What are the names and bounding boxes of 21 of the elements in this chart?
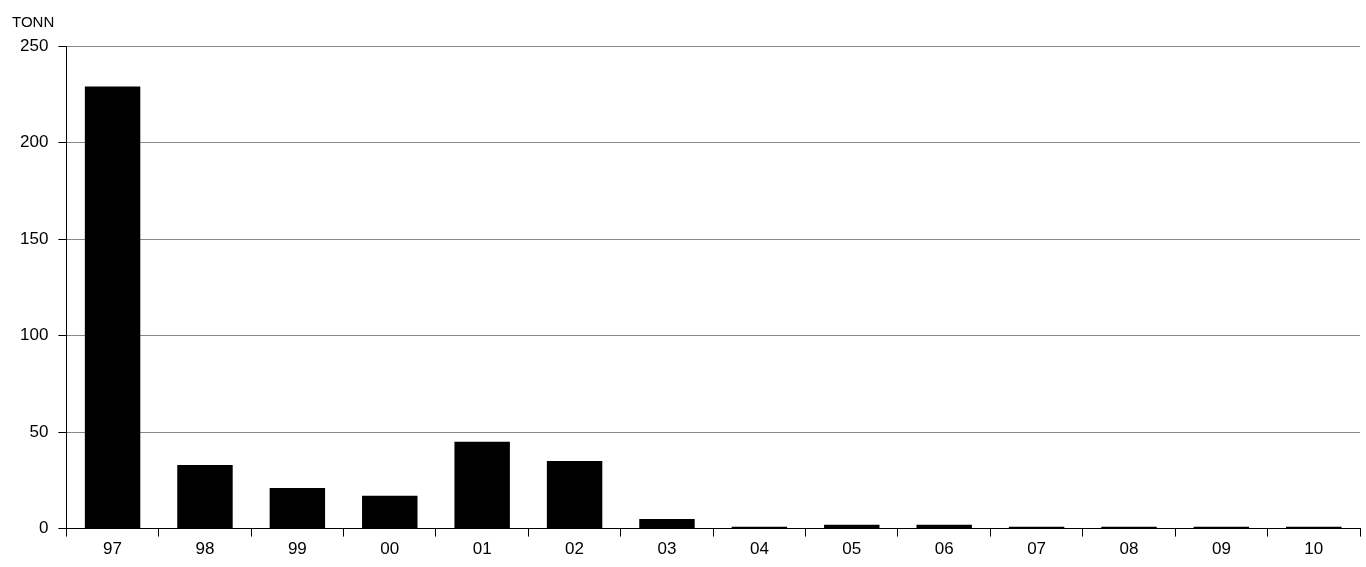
x-tick-label: 01 [472, 539, 492, 559]
x-tick-label: 06 [934, 539, 954, 559]
x-tick-label: 10 [1304, 539, 1324, 559]
y-tick-label: 50 [29, 421, 49, 441]
y-tick-label: 100 [19, 325, 49, 345]
y-tick-label: 0 [38, 518, 49, 538]
y-tick-label: 150 [19, 228, 49, 248]
y-tick-label: 200 [19, 132, 49, 152]
x-tick-label: 03 [657, 539, 677, 559]
x-tick-label: 04 [749, 539, 769, 559]
x-tick-label: 02 [565, 539, 585, 559]
x-tick-label: 99 [287, 539, 307, 559]
x-tick-label: 00 [380, 539, 400, 559]
x-tick-label: 05 [842, 539, 862, 559]
x-tick-label: 97 [103, 539, 123, 559]
y-axis-title: TONN [12, 12, 55, 30]
x-tick-label: 08 [1119, 539, 1139, 559]
x-tick-label: 07 [1027, 539, 1047, 559]
x-tick-label: 09 [1211, 539, 1231, 559]
y-tick-label: 250 [19, 35, 49, 55]
x-tick-label: 98 [195, 539, 215, 559]
